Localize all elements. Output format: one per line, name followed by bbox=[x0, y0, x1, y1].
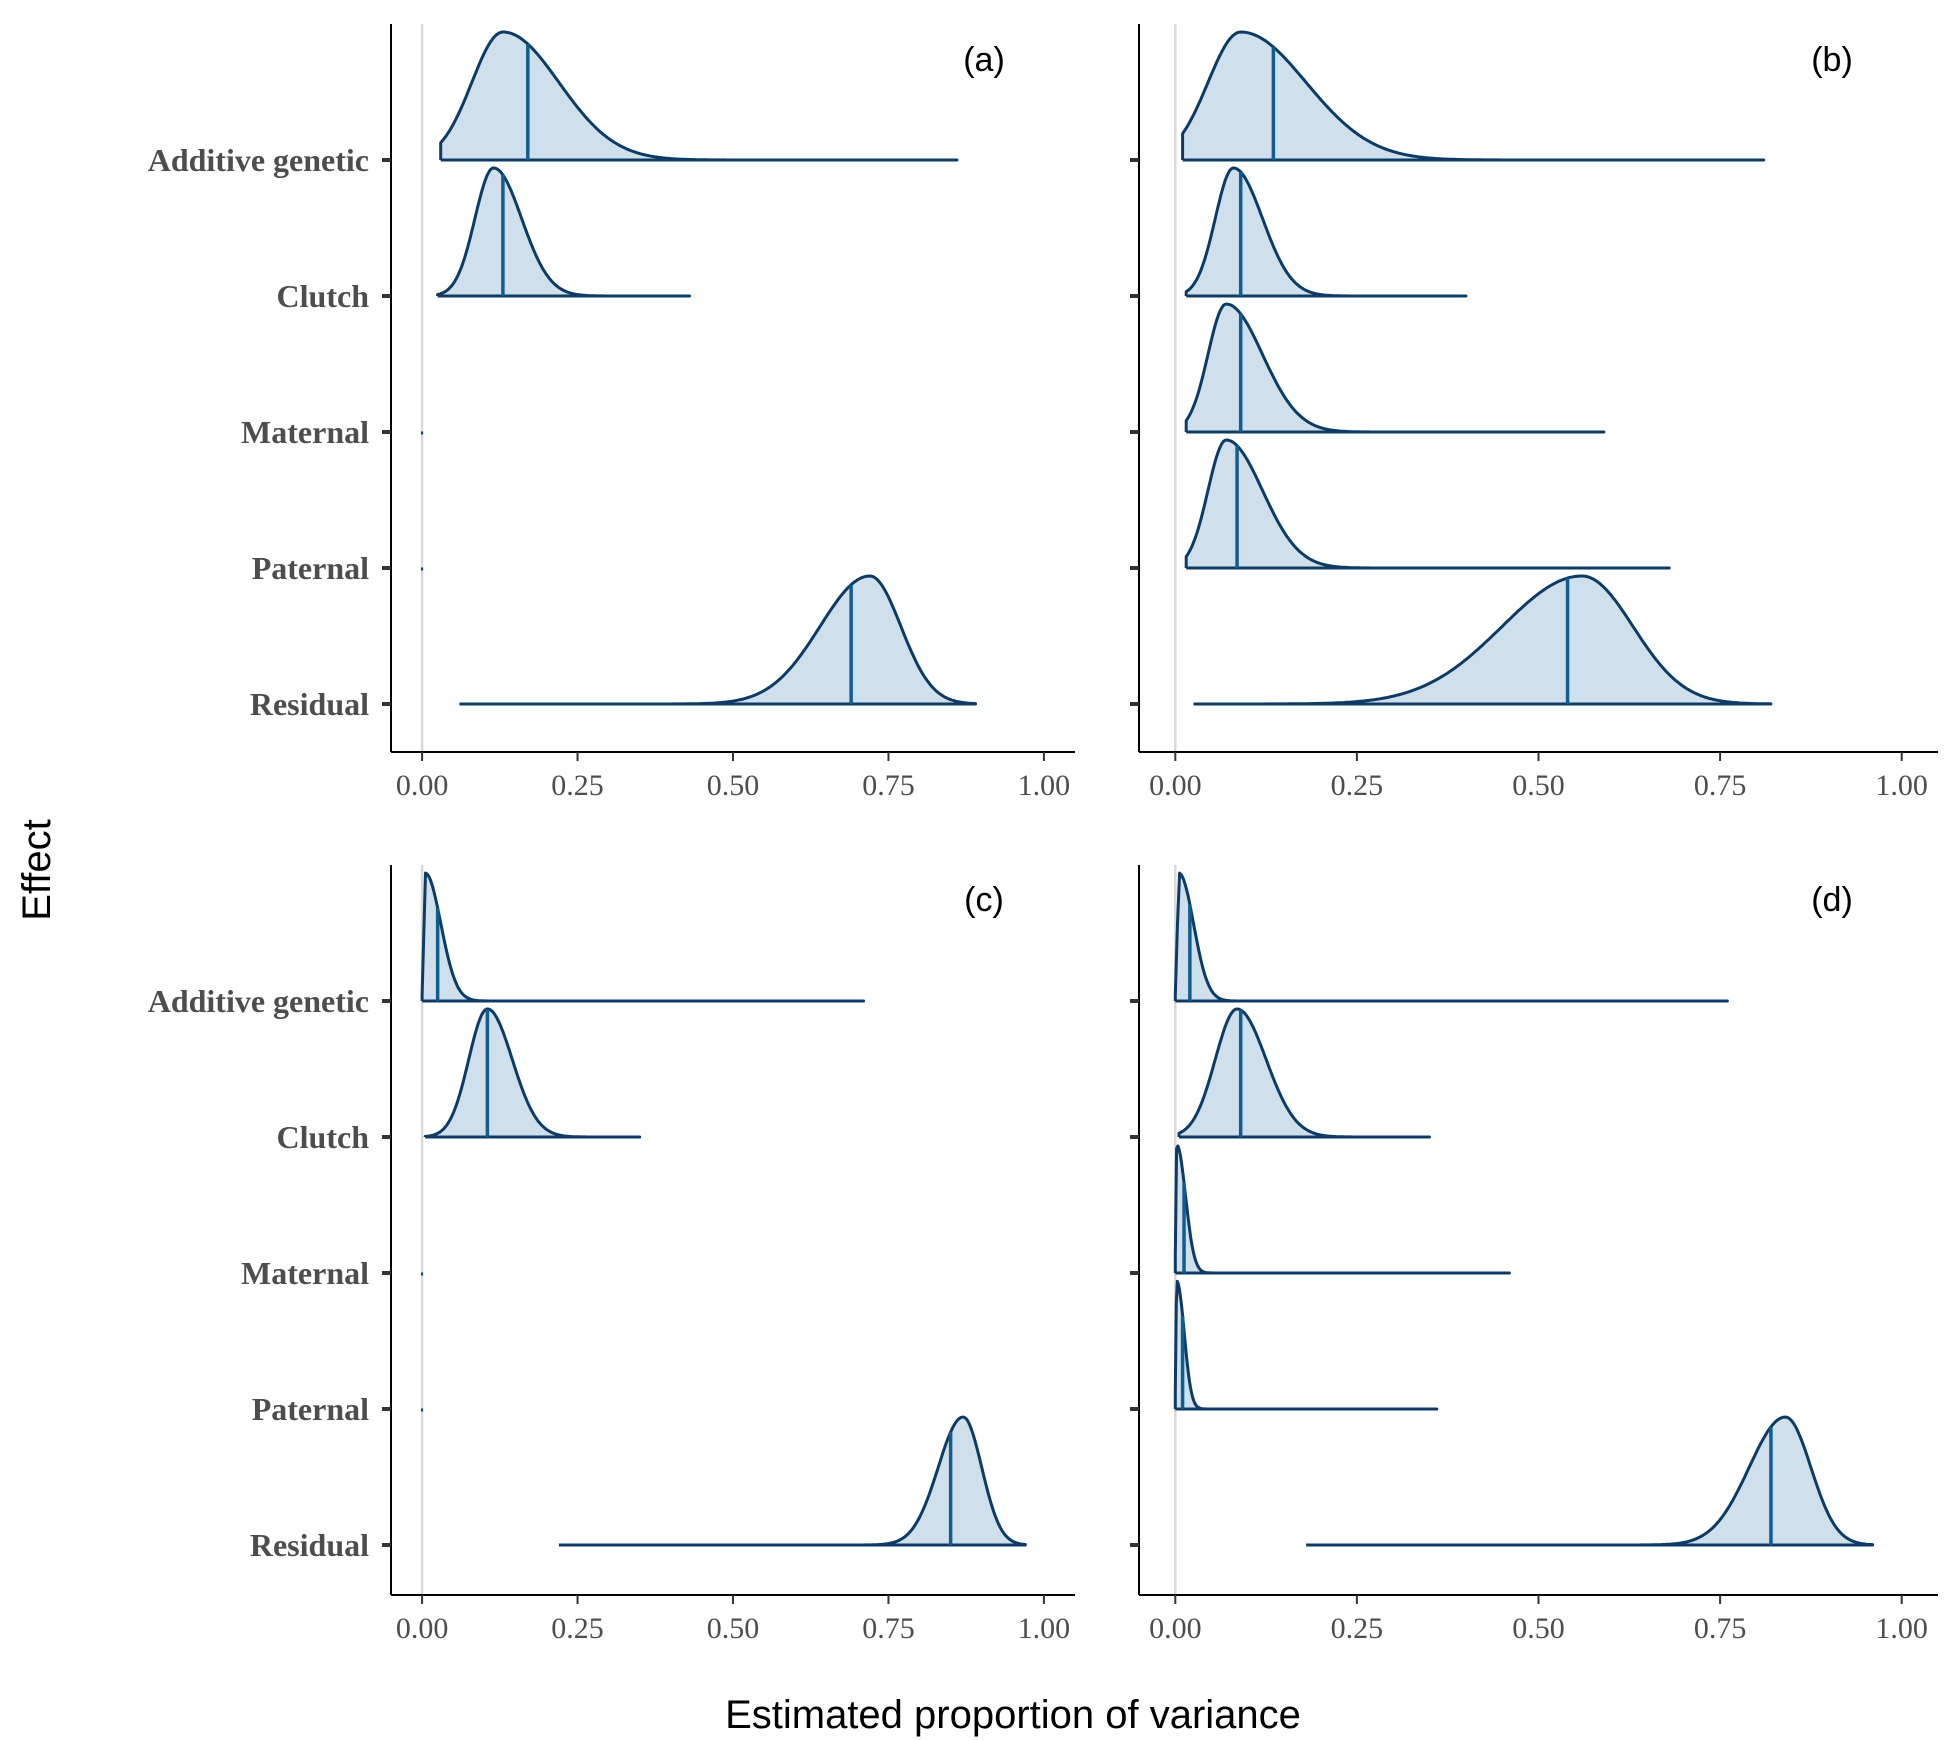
ridge-clutch bbox=[1184, 166, 1468, 298]
ridge-outline bbox=[1306, 1415, 1875, 1547]
ridge-area bbox=[558, 1417, 1026, 1545]
ridge-outline bbox=[1193, 574, 1773, 706]
ridge-area bbox=[1175, 873, 1728, 1001]
ridge-outline bbox=[436, 166, 691, 298]
ridge-outline bbox=[1184, 302, 1606, 434]
y-tick-label-maternal: Maternal bbox=[241, 1255, 369, 1291]
y-tick-label-paternal: Paternal bbox=[252, 550, 369, 586]
ridge-area bbox=[425, 1009, 640, 1137]
ridge-area bbox=[1186, 440, 1670, 568]
y-tick-label-paternal: Paternal bbox=[252, 1391, 369, 1427]
ridge-maternal bbox=[1173, 1144, 1511, 1275]
y-tick-label-additive-genetic: Additive genetic bbox=[148, 142, 369, 178]
x-tick-label: 0.75 bbox=[1694, 1612, 1747, 1645]
x-tick-label: 0.00 bbox=[396, 1612, 449, 1645]
x-tick-label: 0.75 bbox=[862, 769, 915, 802]
x-axis-title: Estimated proportion of variance bbox=[725, 1693, 1301, 1737]
x-tick-label: 0.25 bbox=[551, 769, 604, 802]
y-tick-label-clutch: Clutch bbox=[277, 278, 370, 314]
x-tick-label: 0.00 bbox=[396, 769, 449, 802]
y-tick-label-additive-genetic: Additive genetic bbox=[148, 983, 369, 1019]
panel-label-d: (d) bbox=[1811, 881, 1853, 919]
x-tick-label: 0.00 bbox=[1149, 769, 1202, 802]
x-tick-label: 1.00 bbox=[1018, 1612, 1071, 1645]
y-axis-title: Effect bbox=[15, 819, 59, 921]
ridge-clutch bbox=[423, 1007, 642, 1139]
y-tick-label-clutch: Clutch bbox=[277, 1119, 370, 1155]
ridge-area bbox=[440, 32, 957, 160]
panel-label-a: (a) bbox=[963, 41, 1005, 79]
ridge-outline bbox=[1173, 871, 1729, 1003]
ridge-outline bbox=[423, 1007, 642, 1139]
ridge-outline bbox=[1184, 438, 1671, 570]
ridge-area bbox=[1182, 32, 1764, 160]
x-tick-label: 0.50 bbox=[1512, 769, 1565, 802]
ridge-additive-genetic bbox=[1173, 871, 1729, 1003]
ridge-outline bbox=[1173, 1279, 1439, 1411]
ridge-maternal bbox=[1184, 302, 1606, 434]
ridge-residual bbox=[1306, 1415, 1875, 1547]
x-tick-label: 0.25 bbox=[1331, 1612, 1384, 1645]
ridge-outline bbox=[459, 574, 977, 706]
x-tick-label: 0.50 bbox=[707, 769, 760, 802]
ridge-outline bbox=[439, 30, 959, 162]
ridge-residual bbox=[459, 574, 977, 706]
ridge-area bbox=[1175, 1146, 1510, 1273]
ridge-outline bbox=[420, 871, 866, 1003]
ridge-outline bbox=[1177, 1007, 1431, 1139]
panel-label-c: (c) bbox=[964, 881, 1004, 919]
panel-c: 0.00 0.25 0.50 0.75 1.00 Additive genetic Clut… bbox=[148, 865, 1075, 1645]
y-tick-label-maternal: Maternal bbox=[241, 414, 369, 450]
ridge-area bbox=[459, 576, 976, 704]
ridge-area bbox=[1186, 168, 1466, 296]
x-tick-label: 0.75 bbox=[862, 1612, 915, 1645]
x-tick-label: 1.00 bbox=[1018, 769, 1071, 802]
ridge-area bbox=[422, 873, 864, 1001]
ridge-paternal bbox=[1184, 438, 1671, 570]
panel-a: 0.00 0.25 0.50 0.75 1.00 Additive genetic Clut… bbox=[148, 24, 1075, 802]
ridge-area bbox=[1193, 576, 1771, 704]
x-tick-label: 1.00 bbox=[1875, 769, 1928, 802]
x-tick-label: 0.25 bbox=[1331, 769, 1384, 802]
y-tick-label-residual: Residual bbox=[250, 1527, 369, 1563]
ridge-area bbox=[1175, 1281, 1437, 1409]
panels-layer: 0.00 0.25 0.50 0.75 1.00 Additive genetic Clut… bbox=[148, 24, 1938, 1645]
x-tick-label: 0.25 bbox=[551, 1612, 604, 1645]
panel-label-b: (b) bbox=[1811, 41, 1853, 79]
ridge-outline bbox=[1173, 1144, 1511, 1275]
ridge-outline bbox=[1184, 166, 1468, 298]
ridge-area bbox=[1179, 1009, 1430, 1137]
ridge-clutch bbox=[436, 166, 691, 298]
ridge-area bbox=[437, 168, 690, 296]
ridge-area bbox=[1306, 1417, 1873, 1545]
x-tick-label: 0.00 bbox=[1149, 1612, 1202, 1645]
ridge-paternal bbox=[1173, 1279, 1439, 1411]
x-tick-label: 0.50 bbox=[707, 1612, 760, 1645]
ridge-additive-genetic bbox=[420, 871, 866, 1003]
panel-d: 0.00 0.25 0.50 0.75 1.00 (d) bbox=[1130, 865, 1938, 1645]
ridge-residual bbox=[558, 1415, 1027, 1547]
panel-b: 0.00 0.25 0.50 0.75 1.00 (b) bbox=[1130, 24, 1938, 802]
y-tick-label-residual: Residual bbox=[250, 686, 369, 722]
ridge-additive-genetic bbox=[439, 30, 959, 162]
x-tick-label: 0.75 bbox=[1694, 769, 1747, 802]
ridge-outline bbox=[1181, 30, 1766, 162]
x-tick-label: 1.00 bbox=[1875, 1612, 1928, 1645]
ridge-clutch bbox=[1177, 1007, 1431, 1139]
ridge-additive-genetic bbox=[1181, 30, 1766, 162]
x-tick-label: 0.50 bbox=[1512, 1612, 1565, 1645]
ridge-residual bbox=[1193, 574, 1773, 706]
ridge-area bbox=[1186, 304, 1604, 432]
